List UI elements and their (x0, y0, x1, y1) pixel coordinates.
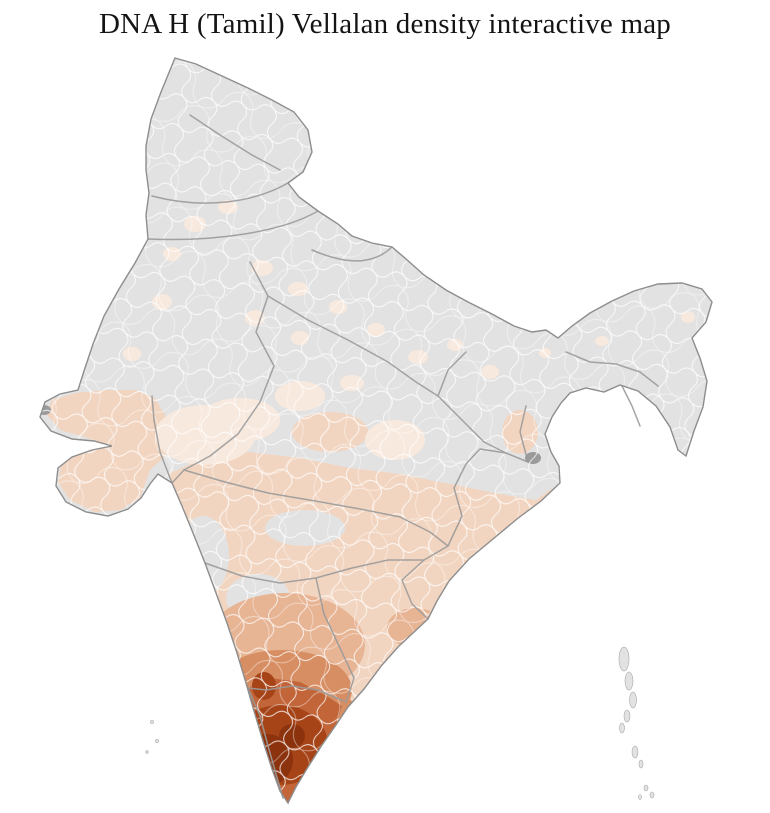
state-border-line (151, 395, 173, 484)
island-nicobar[interactable] (638, 759, 644, 769)
state-border-line (147, 210, 319, 241)
island-lakshadweep[interactable] (155, 739, 159, 743)
state-border-line (401, 545, 449, 620)
state-border-line (519, 405, 529, 463)
island-andaman[interactable] (619, 722, 625, 734)
island-nicobar[interactable] (649, 791, 655, 799)
island-lakshadweep[interactable] (150, 720, 154, 724)
island-nicobar[interactable] (643, 784, 649, 792)
state-border-line (189, 114, 281, 171)
state-border-line (437, 351, 467, 397)
island-nicobar[interactable] (631, 745, 639, 759)
island-andaman[interactable] (618, 646, 630, 672)
state-border-line (437, 395, 529, 463)
island-nicobar[interactable] (638, 794, 642, 800)
district-borders (40, 58, 712, 803)
island-andaman[interactable] (623, 709, 631, 723)
state-border-line (267, 295, 439, 397)
state-border-line (621, 385, 641, 427)
island-andaman[interactable] (629, 691, 637, 709)
state-border-line (247, 687, 284, 799)
island-andaman[interactable] (624, 671, 634, 691)
district-mesh-2 (40, 58, 712, 803)
islands-stroke-group (145, 646, 655, 800)
density-region[interactable] (642, 425, 654, 435)
state-borders (147, 114, 659, 799)
state-border-line (183, 469, 449, 547)
state-border-line (171, 261, 275, 484)
island-lakshadweep[interactable] (145, 750, 149, 754)
page-title: DNA H (Tamil) Vellalan density interacti… (99, 8, 671, 40)
state-border-line (315, 577, 355, 703)
state-border-line (311, 246, 393, 262)
islands (145, 646, 655, 800)
state-border-line (247, 685, 347, 703)
state-border-line (565, 351, 659, 387)
state-border-line (151, 182, 289, 204)
state-border-line (447, 448, 507, 547)
